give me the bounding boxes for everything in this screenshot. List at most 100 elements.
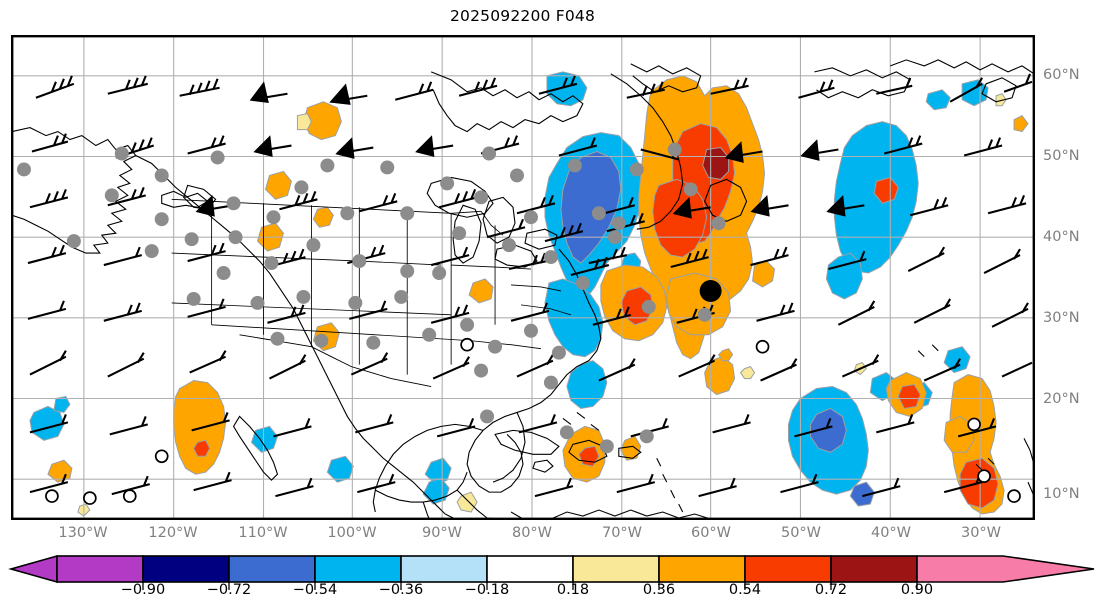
station-marker <box>400 264 415 278</box>
wind-barb <box>712 414 751 434</box>
wind-barb <box>191 412 230 432</box>
contour-natl-sm-2 <box>925 89 951 111</box>
wind-barb <box>534 477 574 498</box>
wind-barb <box>626 81 665 99</box>
station-marker <box>683 182 698 197</box>
station-marker <box>114 146 129 161</box>
station-marker <box>543 375 558 390</box>
wind-barb <box>394 81 434 101</box>
coastline-lake-ontario <box>524 228 558 250</box>
contour-speck-3 <box>1013 115 1029 133</box>
cyclone-marker[interactable] <box>699 279 722 302</box>
contour-natl-cyan <box>833 121 919 274</box>
page-title: 2025092200 F048 <box>449 7 596 25</box>
coastline-lesser-ant <box>656 458 684 513</box>
wind-barb <box>991 302 1029 328</box>
station-marker <box>270 331 285 346</box>
station-marker <box>422 327 437 342</box>
lon-tick-110w: 110°W <box>238 525 288 541</box>
colorbar-svg[interactable] <box>0 552 1105 592</box>
lat-tick-20n: 20°N <box>1043 391 1080 407</box>
station-marker <box>599 439 614 454</box>
station-marker <box>641 299 656 314</box>
station-marker <box>66 234 81 249</box>
contour-carib-cyan3 <box>424 457 452 485</box>
wind-barb <box>335 137 374 159</box>
coastline-newfoundland <box>704 178 748 222</box>
station-marker <box>266 210 281 225</box>
station-marker <box>16 162 31 177</box>
wind-barb <box>987 194 1027 215</box>
station-marker <box>474 190 489 205</box>
station-marker <box>306 238 321 253</box>
contour-plains-orange2 <box>264 170 293 200</box>
colorbar-label-2: −0.54 <box>292 582 338 598</box>
contour-eatl-red3 <box>897 384 921 410</box>
wind-barb <box>29 188 69 209</box>
colorbar-label-5: 0.18 <box>556 582 590 598</box>
wind-barb <box>189 350 227 374</box>
contour-subtrop-blue2 <box>849 481 875 507</box>
wind-barb <box>111 475 150 496</box>
station-marker <box>488 339 503 354</box>
lon-tick-130w: 130°W <box>58 525 108 541</box>
wind-barb <box>1003 73 1033 93</box>
wind-barb <box>430 246 470 267</box>
station-marker <box>711 216 726 231</box>
wind-barb <box>756 302 795 322</box>
colorbar-extend-low <box>8 554 58 584</box>
contour-speck-1 <box>717 348 734 362</box>
wind-barb <box>678 354 716 378</box>
wind-barb <box>510 302 550 322</box>
wind-barb <box>279 190 318 211</box>
wind-barb <box>329 83 368 105</box>
wind-barb <box>508 252 548 271</box>
colorbar[interactable]: −0.90 −0.72 −0.54 −0.36 −0.18 0.18 0.36 … <box>0 552 1105 615</box>
wind-barb <box>710 77 749 95</box>
wind-barb <box>558 137 598 157</box>
station-marker <box>575 276 590 290</box>
contour-new-england-cyan <box>566 360 608 409</box>
lon-tick-90w: 90°W <box>421 525 463 541</box>
wind-barb <box>193 471 232 492</box>
station-marker <box>104 188 119 203</box>
coastline-greenland <box>814 67 911 99</box>
station-marker <box>352 254 367 269</box>
map-canvas[interactable] <box>12 36 1034 519</box>
wind-barb <box>862 477 901 498</box>
gridline-layer <box>12 36 1034 519</box>
station-marker <box>460 317 475 332</box>
coastline-greenland2 <box>890 59 1034 75</box>
station-marker <box>228 230 243 245</box>
wind-barb <box>359 192 398 213</box>
contour-natl-sm-1 <box>961 79 989 107</box>
station-marker-open <box>967 417 981 432</box>
wind-barb <box>355 414 394 434</box>
colorbar-label-1: −0.72 <box>206 582 252 598</box>
station-marker-open <box>122 489 137 503</box>
border-layer <box>171 198 572 387</box>
station-marker <box>482 146 497 161</box>
wind-barb <box>27 244 67 265</box>
contour-eatl-orange2 <box>943 415 975 453</box>
coastline-yucatan <box>422 501 430 519</box>
wind-barb <box>780 473 819 494</box>
station-marker <box>348 295 363 310</box>
colorbar-extend-high <box>916 555 1095 583</box>
wind-barb <box>107 75 148 95</box>
wind-barb <box>963 137 1003 157</box>
lat-tick-60n: 60°N <box>1043 67 1080 83</box>
station-marker-filled-group <box>16 142 726 454</box>
station-marker <box>543 250 558 265</box>
station-marker <box>366 335 381 350</box>
contour-speck-4 <box>995 93 1007 107</box>
coastline-lake-huron <box>482 196 516 244</box>
station-marker <box>523 210 538 225</box>
colorbar-cell-1 <box>142 555 230 583</box>
map-panel[interactable] <box>11 35 1035 520</box>
station-marker-open <box>460 337 474 352</box>
lat-tick-50n: 50°N <box>1043 148 1080 164</box>
station-marker <box>216 266 231 280</box>
colorbar-label-7: 0.54 <box>728 582 762 598</box>
colorbar-label-0: −0.90 <box>120 582 166 598</box>
